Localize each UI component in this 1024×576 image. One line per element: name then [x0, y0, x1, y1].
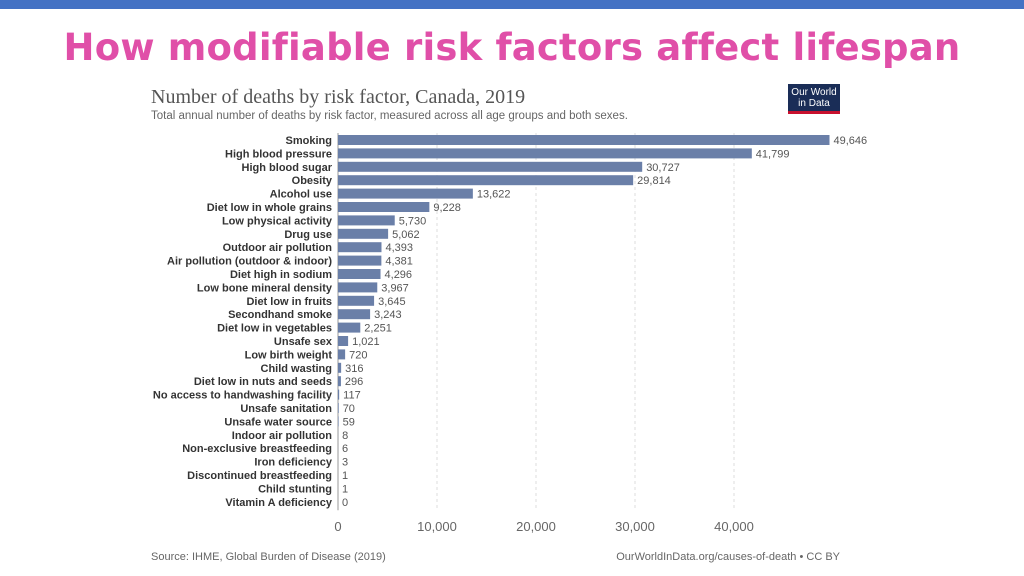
- bar: [338, 148, 752, 159]
- bars: [338, 135, 830, 494]
- category-label: Unsafe water source: [224, 416, 332, 428]
- data-label: 13,622: [477, 189, 511, 201]
- data-label: 41,799: [756, 148, 790, 160]
- category-label: Diet low in vegetables: [217, 323, 332, 335]
- category-label: Outdoor air pollution: [223, 242, 333, 254]
- category-label: Drug use: [284, 229, 332, 241]
- category-label: Smoking: [286, 135, 332, 147]
- bar: [338, 336, 349, 346]
- data-label: 3,645: [378, 296, 406, 308]
- bar: [338, 242, 382, 253]
- bar: [338, 215, 395, 226]
- category-label: Low physical activity: [222, 215, 333, 227]
- labels: 0 10,000 20,000 30,000 40,000 Smoking 49,646 Hi…: [153, 135, 867, 534]
- bar: [338, 322, 361, 333]
- bar: [338, 269, 381, 279]
- x-tick-label: 0: [334, 519, 341, 534]
- data-label: 316: [345, 363, 363, 375]
- bar: [338, 202, 430, 212]
- data-label: 29,814: [637, 175, 671, 187]
- bar: [338, 295, 375, 306]
- category-label: Low bone mineral density: [197, 282, 333, 294]
- slide-title: How modifiable risk factors affect lifes…: [63, 26, 961, 69]
- category-label: High blood pressure: [225, 148, 332, 160]
- data-label: 0: [342, 497, 348, 509]
- category-label: Iron deficiency: [254, 457, 333, 469]
- category-label: Non-exclusive breastfeeding: [182, 443, 332, 455]
- data-label: 296: [345, 376, 363, 388]
- bar: [338, 228, 389, 239]
- x-tick-label: 20,000: [516, 519, 556, 534]
- bar: [338, 255, 382, 266]
- category-label: Unsafe sex: [274, 336, 333, 348]
- data-label: 9,228: [433, 202, 461, 214]
- category-label: High blood sugar: [242, 162, 333, 174]
- x-tick-label: 30,000: [615, 519, 655, 534]
- data-label: 117: [343, 390, 361, 402]
- chart-subtitle: Total annual number of deaths by risk fa…: [151, 110, 628, 122]
- category-label: Alcohol use: [270, 189, 332, 201]
- bar: [338, 161, 643, 172]
- data-label: 59: [343, 416, 355, 428]
- bar: [338, 362, 342, 373]
- data-label: 3,243: [374, 309, 402, 321]
- category-label: Unsafe sanitation: [240, 403, 332, 415]
- category-label: No access to handwashing facility: [153, 390, 333, 402]
- data-label: 720: [349, 349, 367, 361]
- chart-title: Number of deaths by risk factor, Canada,…: [151, 86, 526, 108]
- data-label: 5,062: [392, 229, 420, 241]
- bar: [338, 135, 830, 145]
- category-label: Diet low in whole grains: [207, 202, 332, 214]
- category-label: Diet high in sodium: [230, 269, 332, 281]
- data-label: 1,021: [352, 336, 380, 348]
- category-label: Indoor air pollution: [232, 430, 332, 442]
- category-label: Discontinued breastfeeding: [187, 470, 332, 482]
- bar: [338, 389, 340, 400]
- category-label: Diet low in nuts and seeds: [194, 376, 332, 388]
- data-label: 5,730: [399, 215, 427, 227]
- data-label: 1: [342, 483, 348, 495]
- source-note: Source: IHME, Global Burden of Disease (…: [151, 551, 386, 563]
- data-label: 3: [342, 457, 348, 469]
- data-label: 70: [343, 403, 355, 415]
- data-label: 1: [342, 470, 348, 482]
- logo-underline: [788, 111, 840, 114]
- category-label: Child wasting: [261, 363, 333, 375]
- our-world-in-data-logo[interactable]: Our World in Data: [788, 84, 840, 114]
- bar: [338, 175, 634, 186]
- category-label: Diet low in fruits: [246, 296, 332, 308]
- bar: [338, 282, 378, 293]
- category-label: Air pollution (outdoor & indoor): [167, 256, 332, 268]
- bar: [338, 188, 473, 199]
- logo-line-1: Our World: [791, 87, 837, 98]
- data-label: 4,381: [385, 256, 413, 268]
- category-label: Secondhand smoke: [228, 309, 332, 321]
- category-label: Obesity: [292, 175, 333, 187]
- data-label: 2,251: [364, 323, 392, 335]
- data-label: 3,967: [381, 282, 409, 294]
- data-label: 4,393: [385, 242, 413, 254]
- data-label: 8: [342, 430, 348, 442]
- bar: [338, 403, 339, 413]
- category-label: Child stunting: [258, 483, 332, 495]
- bar: [338, 309, 371, 320]
- x-tick-label: 10,000: [417, 519, 457, 534]
- data-label: 4,296: [385, 269, 413, 281]
- x-tick-label: 40,000: [714, 519, 754, 534]
- bar: [338, 416, 339, 427]
- credit-link[interactable]: OurWorldInData.org/causes-of-death • CC …: [616, 551, 840, 563]
- data-label: 30,727: [646, 162, 680, 174]
- bar: [338, 376, 341, 387]
- bar: [338, 349, 346, 360]
- category-label: Vitamin A deficiency: [225, 497, 332, 509]
- logo-line-2: in Data: [798, 98, 830, 109]
- data-label: 6: [342, 443, 348, 455]
- data-label: 49,646: [833, 135, 867, 147]
- top-accent-bar: [0, 0, 1024, 9]
- category-label: Low birth weight: [245, 349, 333, 361]
